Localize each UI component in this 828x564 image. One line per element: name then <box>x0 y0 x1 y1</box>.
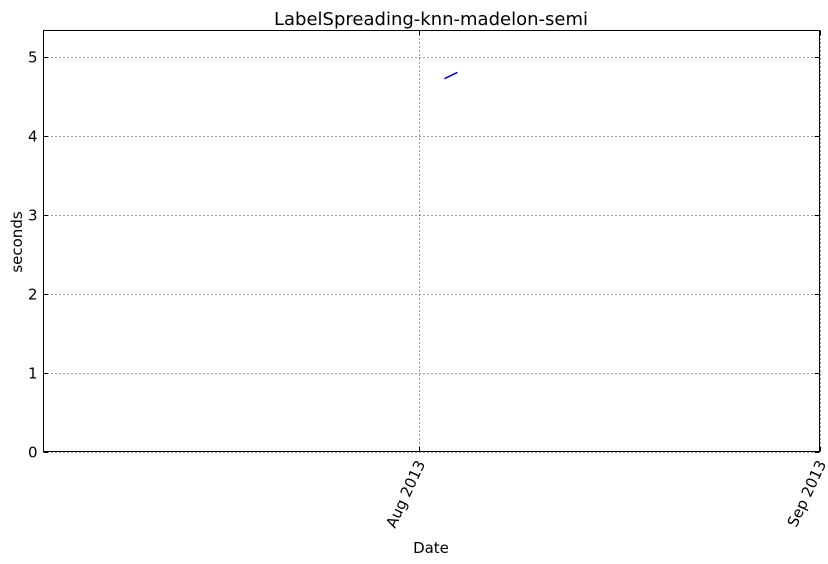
ticks: 0 1 2 3 4 5 Aug 2013 Sep 2013 <box>28 30 828 531</box>
x-tick-label: Sep 2013 <box>784 458 828 530</box>
chart-title: LabelSpreading-knn-madelon-semi <box>274 9 588 30</box>
x-axis-label: Date <box>413 539 449 557</box>
grid <box>43 30 821 453</box>
y-tick-label: 2 <box>28 286 38 304</box>
x-tick-label: Aug 2013 <box>382 458 429 531</box>
y-tick-label: 4 <box>28 128 38 146</box>
series-layer <box>444 71 458 80</box>
y-tick-label: 0 <box>28 444 38 462</box>
plot-frame <box>43 30 820 452</box>
y-axis-label: seconds <box>8 211 26 272</box>
y-tick-label: 1 <box>28 365 38 383</box>
y-tick-label: 3 <box>28 207 38 225</box>
y-tick-label: 5 <box>28 49 38 67</box>
series-line <box>444 71 458 80</box>
